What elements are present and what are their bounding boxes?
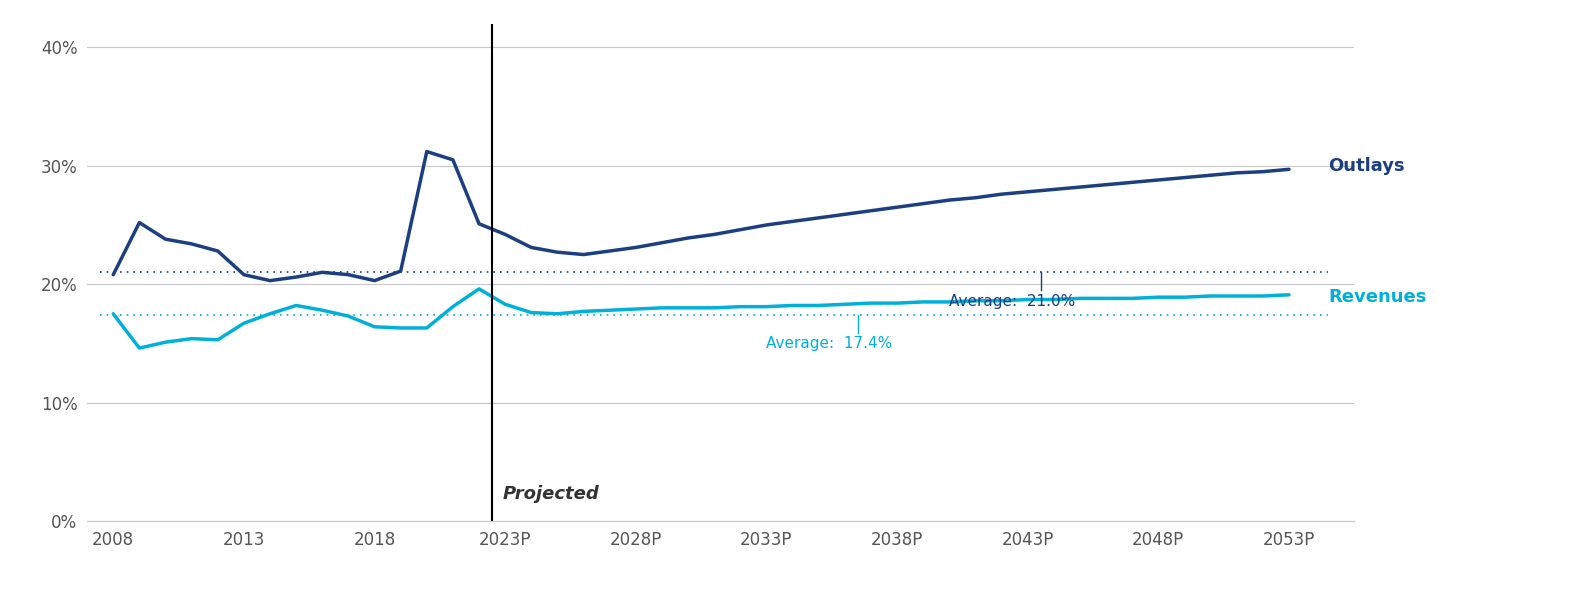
Text: Projected: Projected: [502, 485, 599, 503]
Text: Outlays: Outlays: [1329, 157, 1405, 175]
Text: Average:  17.4%: Average: 17.4%: [767, 336, 893, 351]
Text: Revenues: Revenues: [1329, 288, 1427, 306]
Text: Average:  21.0%: Average: 21.0%: [949, 294, 1076, 308]
